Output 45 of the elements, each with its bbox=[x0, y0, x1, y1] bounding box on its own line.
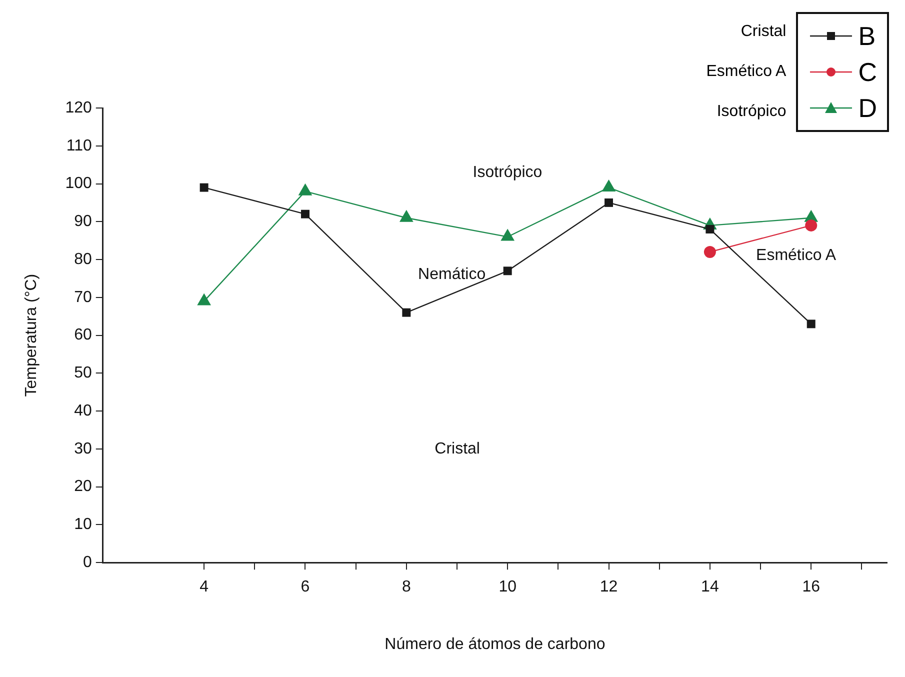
y-tick-label: 100 bbox=[65, 175, 92, 192]
y-tick-label: 30 bbox=[74, 440, 92, 458]
y-tick-label: 0 bbox=[82, 554, 92, 572]
x-tick-label: 4 bbox=[200, 578, 209, 596]
point bbox=[806, 320, 816, 328]
x-axis-title: Número de átomos de carbono bbox=[384, 636, 606, 653]
point bbox=[298, 183, 312, 196]
y-tick-label: 20 bbox=[74, 478, 92, 496]
y-tick-label: 70 bbox=[74, 288, 92, 306]
point bbox=[706, 224, 714, 234]
point bbox=[503, 266, 512, 276]
legend-label: B bbox=[858, 20, 876, 52]
y-tick-label: 50 bbox=[74, 364, 92, 382]
annotation: Esmético A bbox=[756, 247, 836, 264]
y-axis-title: Temperatura (°C) bbox=[23, 274, 40, 397]
point bbox=[301, 210, 310, 218]
annotation: Nemático bbox=[418, 266, 486, 284]
x-tick-label: 8 bbox=[402, 578, 411, 596]
point bbox=[704, 246, 716, 258]
point bbox=[200, 183, 208, 192]
y-tick-label: 90 bbox=[74, 213, 92, 230]
point bbox=[602, 180, 616, 192]
y-tick-label: 120 bbox=[65, 99, 92, 116]
x-tick-label: 6 bbox=[300, 578, 310, 596]
legend-label: D bbox=[858, 92, 877, 124]
annotation: Cristal bbox=[434, 440, 480, 458]
x-tick-label: 10 bbox=[498, 578, 517, 596]
annotation: Isotrópico bbox=[472, 164, 542, 181]
x-tick-label: 14 bbox=[701, 578, 719, 596]
point bbox=[805, 219, 818, 232]
x-tick-label: 16 bbox=[802, 578, 820, 596]
text: Esmético A bbox=[706, 62, 786, 82]
y-tick-label: 110 bbox=[66, 137, 92, 154]
point bbox=[399, 210, 414, 222]
text: Cristal bbox=[740, 22, 786, 42]
y-tick-label: 40 bbox=[74, 402, 92, 420]
x-tick-label: 12 bbox=[600, 578, 618, 596]
legend-label: C bbox=[858, 56, 877, 88]
point bbox=[604, 198, 614, 207]
y-tick-label: 80 bbox=[74, 250, 92, 268]
point bbox=[402, 308, 411, 317]
y-tick-label: 60 bbox=[74, 326, 92, 344]
point bbox=[500, 228, 515, 241]
annotation: Isotrópico bbox=[716, 102, 786, 122]
y-tick-label: 10 bbox=[74, 516, 92, 534]
